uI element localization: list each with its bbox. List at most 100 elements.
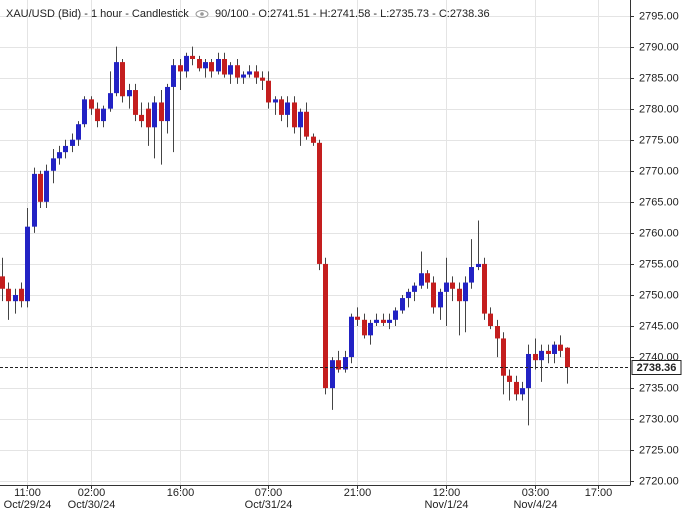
candle-body (159, 102, 164, 122)
candle-body (336, 360, 341, 370)
candle-body (32, 173, 37, 227)
x-tick-label: 07:00 (255, 487, 283, 499)
candle-body (152, 102, 157, 128)
candle-body (501, 338, 506, 376)
candles (0, 46, 630, 426)
candle-body (165, 86, 170, 122)
candle-body (279, 99, 284, 115)
candle-body (247, 71, 252, 75)
candle-body (520, 388, 525, 395)
y-tick-label: 2755.00 (639, 258, 679, 270)
candle-body (343, 357, 348, 370)
candle-body (63, 145, 68, 153)
candle-body (476, 263, 481, 268)
y-tick-label: 2745.00 (639, 320, 679, 332)
candle-body (228, 65, 233, 75)
candle-body (292, 102, 297, 128)
candle-body (57, 152, 62, 159)
y-tick-label: 2760.00 (639, 227, 679, 239)
candle-body (139, 114, 144, 122)
candle-body (70, 139, 75, 146)
candle-body (216, 58, 221, 72)
candle-body (6, 288, 11, 302)
candle-body (13, 294, 18, 302)
candle-body (393, 310, 398, 320)
candle-body (526, 353, 531, 389)
candle-body (171, 65, 176, 87)
x-tick-label: 03:00 (522, 487, 550, 499)
candle-body (298, 111, 303, 128)
candle-body (330, 360, 335, 389)
candle-body (120, 62, 125, 97)
y-tick-label: 2725.00 (639, 444, 679, 456)
candle-body (317, 142, 322, 264)
y-tick-label: 2765.00 (639, 196, 679, 208)
y-tick-label: 2750.00 (639, 289, 679, 301)
candle-body (533, 353, 538, 361)
axes (0, 0, 634, 489)
y-tick-label: 2730.00 (639, 413, 679, 425)
candle-body (507, 375, 512, 382)
candle-body (349, 316, 354, 358)
candle-body (565, 347, 570, 368)
chart-title: XAU/USD (Bid) - 1 hour - Candlestick (6, 8, 189, 20)
candle-body (368, 322, 373, 336)
candle-body (254, 71, 259, 78)
candle-body (323, 263, 328, 389)
candle-body (133, 90, 138, 115)
candle-body (209, 62, 214, 72)
candle-body (178, 65, 183, 72)
x-tick-label: 11:00 (14, 487, 41, 499)
candle-body (266, 80, 271, 103)
candle-body (235, 65, 240, 78)
y-tick-label: 2780.00 (639, 103, 679, 115)
y-tick-label: 2790.00 (639, 41, 679, 53)
candle-body (114, 62, 119, 94)
candle-body (101, 108, 106, 122)
candle-body (76, 124, 81, 140)
candle-body (400, 298, 405, 311)
candle-body (19, 288, 24, 302)
candle-body (197, 58, 202, 69)
candle-body (552, 344, 557, 354)
candle-body (190, 55, 195, 59)
candle-body (444, 282, 449, 292)
x-tick-date: Nov/1/24 (424, 499, 468, 511)
candle-body (374, 319, 379, 323)
candle-body (463, 282, 468, 302)
y-tick-label: 2785.00 (639, 72, 679, 84)
candle-body (355, 316, 360, 320)
x-tick-date: Oct/29/24 (4, 499, 52, 511)
candle-body (44, 170, 49, 202)
candle-body (25, 226, 30, 302)
candle-body (304, 111, 309, 137)
candle-body (539, 350, 544, 361)
candle-body (285, 102, 290, 115)
y-tick-label: 2720.00 (639, 475, 679, 487)
candle-body (222, 58, 227, 75)
candle-body (51, 158, 56, 171)
candle-body (425, 273, 430, 283)
x-tick-label: 12:00 (433, 487, 461, 499)
candle-body (514, 381, 519, 395)
candle-body (127, 90, 132, 97)
x-tick-label: 02:00 (78, 487, 106, 499)
chart-subtitle: 90/100 - O:2741.51 - H:2741.58 - L:2735.… (215, 8, 490, 20)
candle-body (431, 282, 436, 308)
candle-body (0, 276, 5, 289)
x-tick-label: 21:00 (344, 487, 372, 499)
x-tick-label: 17:00 (585, 487, 613, 499)
last-price-box (631, 360, 682, 375)
candle-body (412, 285, 417, 292)
candle-body (406, 291, 411, 299)
candle-body (241, 74, 246, 78)
candle-body (438, 291, 443, 308)
x-tick-date: Oct/30/24 (68, 499, 116, 511)
candle-body (273, 99, 278, 103)
candle-body (558, 344, 563, 351)
candle-body (362, 319, 367, 336)
candle-body (488, 313, 493, 327)
y-tick-label: 2770.00 (639, 165, 679, 177)
last-price-label: 2738.36 (637, 362, 677, 374)
